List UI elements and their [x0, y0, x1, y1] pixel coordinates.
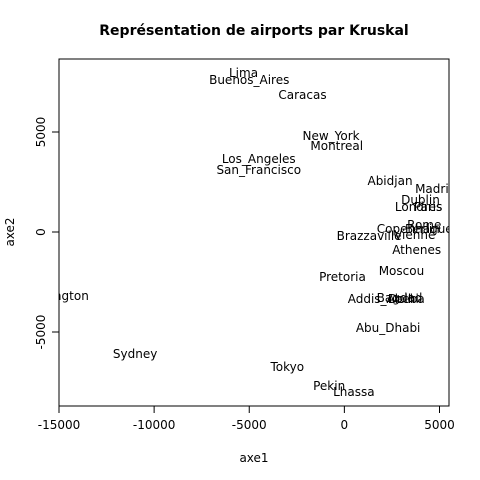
point-label: Buenos_Aires: [209, 73, 289, 87]
point-label: San_Francisco: [216, 163, 301, 177]
y-axis-label: axe2: [3, 217, 17, 246]
point-label: Los_Angeles: [222, 152, 296, 166]
x-tick-label: -15000: [38, 418, 81, 432]
x-tick-label: -5000: [232, 418, 267, 432]
point-label: Londres: [395, 200, 442, 214]
point-label: Rome: [407, 218, 441, 232]
point-label: Caracas: [278, 88, 326, 102]
x-tick-label: -10000: [133, 418, 176, 432]
point-label: Athenes: [392, 243, 441, 257]
point-label: Madrid: [415, 182, 456, 196]
x-axis-label: axe1: [239, 451, 268, 465]
chart-title: Représentation de airports par Kruskal: [99, 23, 408, 39]
point-label: Delhi: [388, 292, 419, 306]
point-label: Brazzaville: [337, 229, 402, 243]
x-tick-label: 0: [341, 418, 349, 432]
plot-frame: [58, 58, 450, 407]
point-label: Lhassa: [333, 385, 375, 399]
point-label: Moscou: [379, 264, 425, 278]
point-label: Paris: [414, 200, 443, 214]
point-label: Vienne: [394, 228, 435, 242]
point-label: Addis_Abeba: [348, 292, 425, 306]
point-label: Dublin: [401, 193, 440, 207]
y-tick-label: 5000: [34, 117, 48, 148]
point-label: Copenhague: [377, 222, 453, 236]
point-label: Tokyo: [269, 360, 304, 374]
point-label: Berlin: [405, 222, 440, 236]
point-label: Wellington: [25, 289, 88, 303]
point-label: Lima: [229, 66, 258, 80]
point-label: Abidjan: [367, 174, 412, 188]
x-tick-label: 5000: [424, 418, 455, 432]
point-label: Montreal: [310, 139, 363, 153]
point-label: Abu_Dhabi: [356, 321, 421, 335]
point-label: Pretoria: [319, 270, 366, 284]
y-axis: -5000 0 5000: [34, 117, 59, 350]
point-label: Pekin: [313, 379, 345, 393]
x-axis: -15000 -10000 -5000 0 5000: [38, 406, 455, 432]
y-tick-label: 0: [34, 228, 48, 236]
point-label: Bagdad: [377, 291, 423, 305]
point-label: New_York: [302, 129, 359, 143]
point-label: Sydney: [113, 347, 157, 361]
y-tick-label: -5000: [34, 315, 48, 350]
